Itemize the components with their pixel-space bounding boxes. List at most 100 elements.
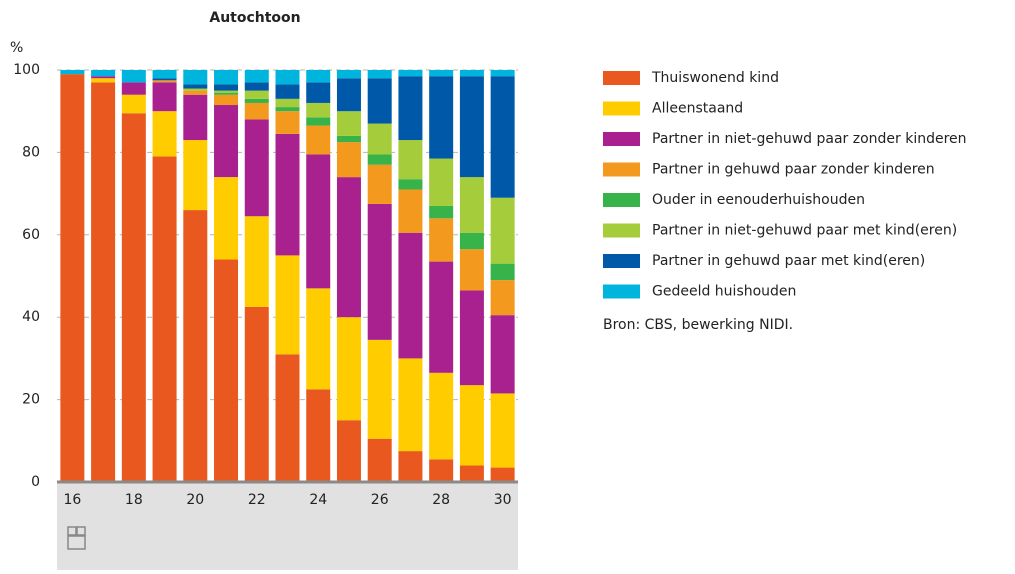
bar-segment (336, 420, 361, 482)
bar-segment (183, 210, 208, 482)
bar-segment (429, 459, 454, 482)
bar-segment (275, 354, 300, 482)
bar-segment (244, 216, 269, 307)
bar-segment (459, 249, 484, 291)
bar-segment (429, 70, 454, 77)
bar-segment (214, 84, 239, 91)
bar-segment (336, 78, 361, 112)
bar-segment (91, 78, 116, 83)
bar-segment (336, 70, 361, 79)
bar-segment (60, 74, 85, 483)
bar-segment (429, 218, 454, 262)
legend-swatch (603, 223, 640, 238)
bar-segment (490, 315, 515, 394)
bar-segment (152, 80, 177, 83)
bar-segment (459, 385, 484, 466)
bar-segment (429, 158, 454, 206)
bar-segment (336, 111, 361, 136)
legend-swatch (603, 71, 640, 85)
bar-segment (275, 255, 300, 355)
legend-label: Partner in gehuwd paar met kind(eren) (652, 253, 925, 269)
bar-segment (398, 140, 423, 180)
bar-segment (244, 119, 269, 217)
bar-segment (459, 76, 484, 178)
bar-segment (214, 177, 239, 260)
bar-segment (306, 154, 331, 289)
bar-segment (490, 70, 515, 77)
x-tick-label: 22 (248, 492, 266, 508)
bar-segment (459, 177, 484, 233)
y-tick-label: 100 (13, 62, 40, 78)
bar-segment (152, 111, 177, 157)
bar-segment (183, 94, 208, 141)
bar-segment (183, 84, 208, 89)
legend-label: Partner in niet-gehuwd paar met kind(ere… (652, 223, 957, 239)
legend-label: Partner in niet-gehuwd paar zonder kinde… (652, 131, 967, 147)
x-tick-label: 16 (63, 492, 81, 508)
bar-segment (306, 389, 331, 482)
bar-segment (459, 70, 484, 77)
bar-segment (490, 280, 515, 316)
bar-segment (490, 393, 515, 468)
bar-segment (60, 70, 85, 75)
source: Bron: CBS, bewerking NIDI. (603, 317, 793, 333)
bar-segment (275, 98, 300, 108)
bar-segment (459, 465, 484, 482)
bar-segment (121, 82, 146, 95)
bar-segment (183, 70, 208, 85)
y-tick-label: 0 (31, 474, 40, 490)
bar-segment (275, 84, 300, 99)
bar-segment (152, 156, 177, 482)
bar-segment (490, 197, 515, 264)
bar-segment (275, 133, 300, 256)
bar-segment (214, 94, 239, 106)
bar-segment (459, 232, 484, 250)
bar-segment (214, 90, 239, 93)
bar-segment (429, 205, 454, 219)
bar-segment (275, 70, 300, 85)
bar-segment (429, 76, 454, 159)
y-tick-label: 80 (22, 144, 40, 160)
bar-segment (183, 88, 208, 91)
x-tick-label: 28 (432, 492, 450, 508)
x-tick-label: 18 (125, 492, 143, 508)
cbs-logo (67, 526, 86, 550)
bar-segment (91, 70, 116, 77)
bar-segment (152, 78, 177, 81)
bar-segment (306, 70, 331, 83)
bar-segment (214, 92, 239, 95)
bar-segment (121, 94, 146, 114)
bar-segment (306, 125, 331, 155)
legend-swatch (603, 132, 640, 146)
bar-segment (306, 82, 331, 103)
bar-segment (275, 107, 300, 112)
bar-segment (398, 358, 423, 452)
bar-segment (336, 317, 361, 421)
bar-segment (398, 76, 423, 141)
bar-segment (214, 105, 239, 178)
y-tick-label: 60 (22, 227, 40, 243)
x-tick-label: 26 (371, 492, 389, 508)
bar-segment (367, 164, 392, 204)
bar-segment (398, 232, 423, 359)
bar-segment (244, 82, 269, 91)
legend-label: Thuiswonend kind (651, 70, 779, 86)
bar-segment (214, 259, 239, 482)
legend-swatch (603, 101, 640, 116)
y-axis-label: % (10, 40, 23, 56)
bar-segment (336, 135, 361, 143)
bar-segment (367, 438, 392, 482)
x-tick-label: 24 (309, 492, 327, 508)
bar-segment (152, 70, 177, 79)
bar-segment (152, 82, 177, 112)
bar-segment (429, 261, 454, 373)
bar-segment (367, 70, 392, 79)
bar-segment (121, 113, 146, 482)
chart-title: Autochtoon (209, 10, 300, 26)
legend-label: Gedeeld huishouden (652, 284, 796, 300)
legend-label: Alleenstaand (652, 101, 743, 117)
bar-segment (429, 372, 454, 460)
bar-segment (91, 76, 116, 79)
y-tick-label: 40 (22, 309, 40, 325)
